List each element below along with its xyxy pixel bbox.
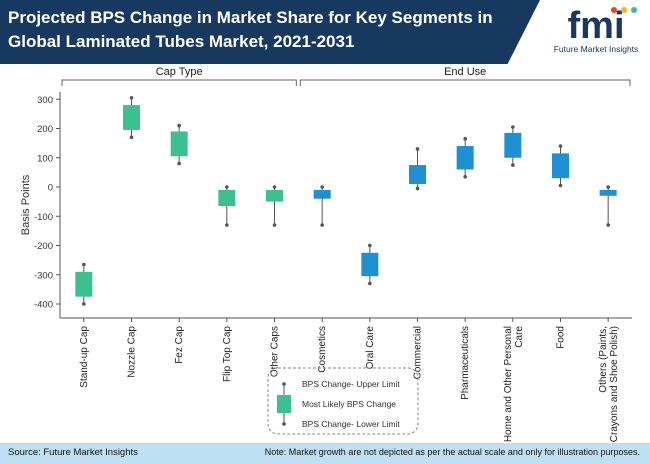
- box: [361, 252, 379, 277]
- group-bracket: [61, 79, 297, 86]
- upper-limit-marker: [558, 144, 563, 148]
- upper-limit-marker: [320, 185, 324, 189]
- box: [123, 105, 140, 130]
- y-tick-label: 0: [48, 183, 53, 194]
- y-tick-label: -200: [34, 241, 53, 252]
- legend-frame: [267, 367, 419, 435]
- upper-limit-marker: [415, 147, 420, 151]
- footer: Source: Future Market Insights Note: Mar…: [0, 443, 650, 464]
- category-label: Cosmetics: [317, 326, 328, 373]
- legend-lower-marker: [282, 422, 286, 426]
- upper-limit-marker: [606, 185, 610, 189]
- box: [504, 132, 522, 158]
- category-label: Food: [556, 326, 567, 349]
- y-tick-label: 200: [37, 124, 53, 135]
- upper-limit-marker: [129, 95, 134, 100]
- upper-limit-marker: [511, 125, 515, 129]
- legend-middle-label: Most Likely BPS Change: [302, 399, 396, 409]
- group-bracket: [299, 79, 631, 86]
- lower-limit-marker: [511, 163, 515, 167]
- category-label: Home and Other PersonalCare: [503, 326, 525, 443]
- lower-limit-marker: [320, 223, 324, 227]
- upper-limit-marker: [225, 185, 229, 189]
- legend-upper-label: BPS Change- Upper Limit: [302, 379, 400, 389]
- legend-lower-label: BPS Change- Lower Limit: [302, 419, 400, 429]
- box: [170, 131, 188, 157]
- lower-limit-marker: [558, 183, 563, 188]
- upper-limit-marker: [368, 243, 372, 248]
- box: [456, 146, 474, 170]
- category-label: Pharmaceuticals: [460, 326, 471, 400]
- category-label: Others (Paints,Crayons and Shoe Polish): [598, 326, 620, 442]
- box: [552, 153, 569, 179]
- upper-limit-marker: [272, 185, 277, 189]
- category-label: Oral Care: [365, 326, 376, 370]
- lower-limit-marker: [129, 135, 134, 140]
- y-axis-title: Basis Points: [20, 174, 32, 235]
- lower-limit-marker: [415, 186, 420, 191]
- box: [313, 189, 331, 199]
- lower-limit-marker: [225, 223, 229, 227]
- category-label: Stand-up Cap: [79, 326, 90, 388]
- box: [409, 165, 426, 185]
- box: [75, 271, 93, 297]
- group-label: End Use: [444, 66, 486, 78]
- bps-box-chart: 300 200 100 0 -100 -200 -300 -400 Basis Points Ca…: [20, 66, 632, 443]
- group-label: Cap Type: [156, 66, 203, 78]
- source-text: Source: Future Market Insights: [8, 447, 138, 458]
- fmi-logo-mark: fmi: [568, 5, 637, 47]
- y-tick-label: 100: [37, 153, 53, 164]
- logo-dot-green: [631, 7, 637, 13]
- lower-limit-marker: [368, 281, 372, 286]
- legend-box: [277, 395, 291, 413]
- y-tick-label: 300: [37, 95, 53, 106]
- box: [266, 189, 283, 202]
- category-label: Nozzle Cap: [127, 326, 138, 378]
- box: [599, 189, 617, 196]
- logo-dot-yellow: [621, 7, 627, 13]
- box: [218, 189, 236, 207]
- fmi-logo: fmi Future Market Insights: [546, 4, 646, 60]
- lower-limit-marker: [82, 302, 86, 306]
- note-text: Note: Market growth are not depicted as …: [264, 447, 640, 457]
- y-tick-label: -400: [34, 300, 53, 311]
- upper-limit-marker: [82, 262, 86, 267]
- category-label: Other Caps: [270, 326, 281, 377]
- legend-upper-marker: [282, 382, 286, 386]
- title-banner: [0, 0, 540, 64]
- lower-limit-marker: [463, 174, 467, 179]
- y-tick-label: -300: [34, 270, 53, 281]
- chart-title: Projected BPS Change in Market Share for…: [8, 8, 493, 51]
- category-label: Commercial: [413, 326, 424, 379]
- upper-limit-marker: [177, 123, 181, 128]
- category-label: Flip Top Cap: [222, 326, 233, 382]
- lower-limit-marker: [606, 223, 610, 227]
- header: Projected BPS Change in Market Share for…: [0, 0, 650, 64]
- y-tick-label: -100: [34, 212, 53, 223]
- logo-dot-red: [611, 7, 617, 13]
- upper-limit-marker: [463, 136, 467, 141]
- lower-limit-marker: [177, 161, 181, 166]
- category-label: Fez Cap: [174, 326, 185, 364]
- lower-limit-marker: [272, 223, 277, 227]
- logo-text: Future Market Insights: [553, 44, 639, 54]
